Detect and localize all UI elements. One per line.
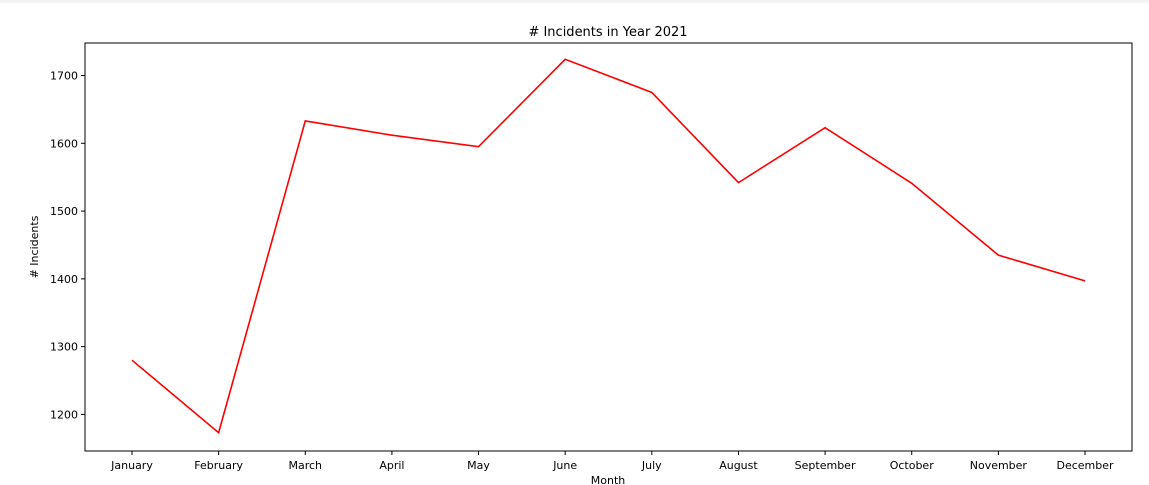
x-tick-label: June [552,459,577,472]
x-tick-label: July [641,459,662,472]
x-tick-label: February [194,459,243,472]
x-tick-label: January [110,459,153,472]
x-axis: January February March April May June July Augu… [110,451,1114,472]
plot-frame [84,42,1133,452]
y-tick-label: 1500 [50,205,78,218]
x-tick-label: November [970,459,1028,472]
y-tick-label: 1300 [50,341,78,354]
y-tick-label: 1400 [50,273,78,286]
series-line [131,58,1086,435]
y-tick-label: 1700 [50,70,78,83]
x-tick-label: April [379,459,404,472]
top-bar [0,0,1149,3]
x-axis-label: Month [591,474,626,485]
series-layer [131,58,1086,435]
x-tick-label: October [890,459,934,472]
y-axis: 1200 1300 1400 1500 1600 1700 [50,70,85,421]
x-tick-label: August [719,459,758,472]
x-tick-label: December [1056,459,1114,472]
x-tick-label: September [795,459,856,472]
chart-title: # Incidents in Year 2021 [528,25,687,40]
y-tick-label: 1600 [50,137,78,150]
x-tick-label: May [467,459,490,472]
x-tick-label: March [288,459,322,472]
y-axis-label: # Incidents [28,215,41,278]
y-tick-label: 1200 [50,408,78,421]
